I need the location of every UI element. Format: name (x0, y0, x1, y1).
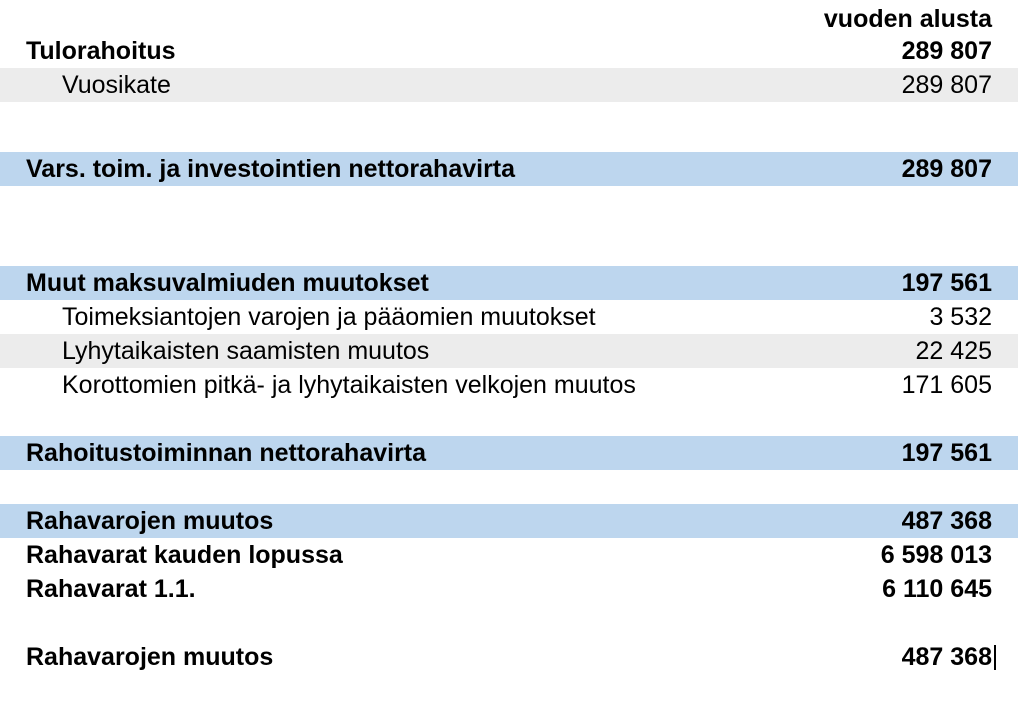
value-rahavarat-11: 6 110 645 (798, 575, 1018, 604)
cash-flow-table: vuoden alusta Tulorahoitus 289 807 Vuosi… (0, 0, 1018, 674)
value-vuosikate: 289 807 (798, 71, 1018, 100)
row-toimeksi: Toimeksiantojen varojen ja pääomien muut… (0, 300, 1018, 334)
value-rahavarojen-muutos-1: 487 368 (798, 507, 1018, 536)
value-muut-maksu: 197 561 (798, 269, 1018, 298)
spacer (0, 402, 1018, 436)
label-tulorahoitus: Tulorahoitus (0, 37, 798, 66)
label-rahavarat-11: Rahavarat 1.1. (0, 575, 798, 604)
row-rahavarojen-muutos-2: Rahavarojen muutos 487 368 (0, 640, 1018, 674)
label-lyhytaik: Lyhytaikaisten saamisten muutos (0, 337, 798, 366)
value-tulorahoitus: 289 807 (798, 37, 1018, 66)
row-rahavarojen-muutos-1: Rahavarojen muutos 487 368 (0, 504, 1018, 538)
row-rahavarat-lopussa: Rahavarat kauden lopussa 6 598 013 (0, 538, 1018, 572)
value-rahoitustoim: 197 561 (798, 439, 1018, 468)
row-vars-toim: Vars. toim. ja investointien nettorahavi… (0, 152, 1018, 186)
value-rahavarojen-muutos-2: 487 368 (798, 643, 1018, 672)
label-rahavarojen-muutos-2: Rahavarojen muutos (0, 643, 798, 672)
spacer (0, 102, 1018, 152)
value-lyhytaik: 22 425 (798, 337, 1018, 366)
row-lyhytaik: Lyhytaikaisten saamisten muutos 22 425 (0, 334, 1018, 368)
label-toimeksi: Toimeksiantojen varojen ja pääomien muut… (0, 303, 798, 332)
value-rahavarat-lopussa: 6 598 013 (798, 541, 1018, 570)
label-vuosikate: Vuosikate (0, 71, 798, 100)
value-vars-toim: 289 807 (798, 155, 1018, 184)
value-column-header: vuoden alusta (798, 5, 1018, 34)
label-rahavarat-lopussa: Rahavarat kauden lopussa (0, 541, 798, 570)
row-korottom: Korottomien pitkä- ja lyhytaikaisten vel… (0, 368, 1018, 402)
spacer (0, 186, 1018, 266)
label-rahoitustoim: Rahoitustoiminnan nettorahavirta (0, 439, 798, 468)
label-muut-maksu: Muut maksuvalmiuden muutokset (0, 269, 798, 298)
row-vuosikate: Vuosikate 289 807 (0, 68, 1018, 102)
row-rahavarat-11: Rahavarat 1.1. 6 110 645 (0, 572, 1018, 606)
label-rahavarojen-muutos-1: Rahavarojen muutos (0, 507, 798, 536)
row-tulorahoitus: Tulorahoitus 289 807 (0, 34, 1018, 68)
row-rahoitustoim: Rahoitustoiminnan nettorahavirta 197 561 (0, 436, 1018, 470)
spacer (0, 470, 1018, 504)
column-header-row: vuoden alusta (0, 0, 1018, 34)
label-korottom: Korottomien pitkä- ja lyhytaikaisten vel… (0, 371, 798, 400)
row-muut-maksu: Muut maksuvalmiuden muutokset 197 561 (0, 266, 1018, 300)
value-toimeksi: 3 532 (798, 303, 1018, 332)
spacer (0, 606, 1018, 640)
label-vars-toim: Vars. toim. ja investointien nettorahavi… (0, 155, 798, 184)
value-korottom: 171 605 (798, 371, 1018, 400)
